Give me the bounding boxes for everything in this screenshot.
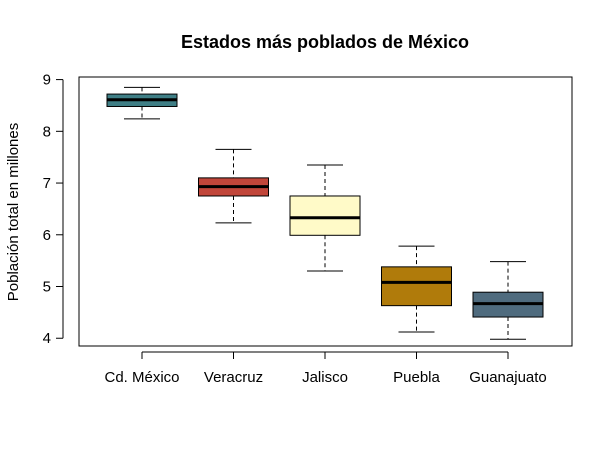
y-tick-label: 5 bbox=[43, 279, 51, 296]
x-tick-label: Veracruz bbox=[204, 369, 263, 386]
x-tick-label: Jalisco bbox=[302, 369, 348, 386]
iqr-box bbox=[289, 195, 361, 236]
y-tick-label: 7 bbox=[43, 175, 51, 192]
y-axis-title: Población total en millones bbox=[5, 123, 22, 301]
box-3 bbox=[381, 245, 452, 333]
chart-title: Estados más poblados de México bbox=[181, 32, 469, 52]
iqr-box bbox=[381, 266, 452, 307]
plot-frame bbox=[78, 76, 573, 347]
y-tick-label: 4 bbox=[43, 330, 51, 347]
x-tick-label: Puebla bbox=[393, 369, 440, 386]
y-tick-label: 8 bbox=[43, 123, 51, 140]
x-tick-label: Cd. México bbox=[104, 369, 179, 386]
x-tick-label: Guanajuato bbox=[469, 369, 547, 386]
box-2 bbox=[289, 164, 361, 272]
box-series bbox=[106, 86, 544, 340]
box-1 bbox=[198, 148, 269, 224]
box-4 bbox=[472, 261, 544, 340]
box-0 bbox=[106, 86, 178, 120]
y-tick-label: 6 bbox=[43, 227, 51, 244]
y-tick-label: 9 bbox=[43, 72, 51, 89]
y-axis: 4 5 6 7 8 9 bbox=[43, 72, 64, 347]
x-axis: Cd. México Veracruz Jalisco Puebla Guanajuat… bbox=[104, 351, 547, 386]
